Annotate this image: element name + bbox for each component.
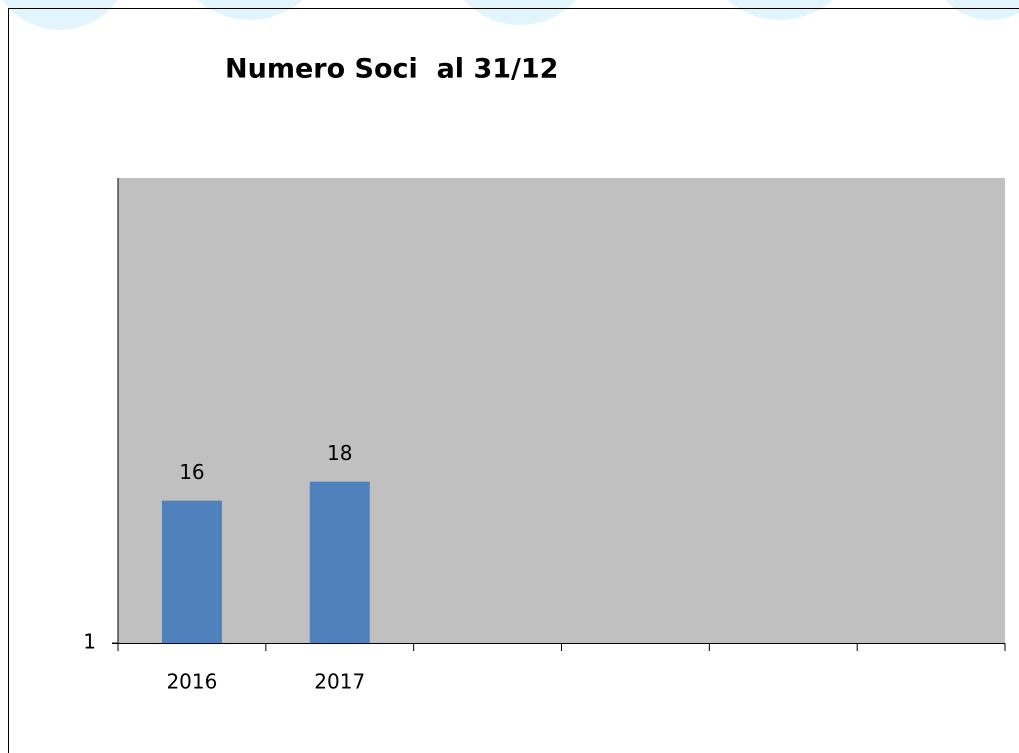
watermark — [2, 0, 1019, 30]
chart-title: Numero Soci al 31/12 — [225, 54, 558, 85]
watermark-shape — [945, 0, 1019, 20]
x-tick-label: 2017 — [314, 670, 365, 694]
y-tick-label: 1 — [83, 630, 96, 654]
bar — [161, 500, 222, 643]
plot-area — [118, 178, 1005, 643]
watermark-shape — [727, 0, 833, 20]
watermark-shape — [464, 0, 576, 25]
data-label: 16 — [179, 460, 204, 484]
x-tick-label: 2016 — [166, 670, 217, 694]
watermark-shape — [2, 0, 118, 30]
data-label: 18 — [327, 441, 352, 465]
bar — [309, 481, 370, 643]
watermark-shape — [197, 0, 303, 20]
chart-border — [8, 8, 1019, 753]
